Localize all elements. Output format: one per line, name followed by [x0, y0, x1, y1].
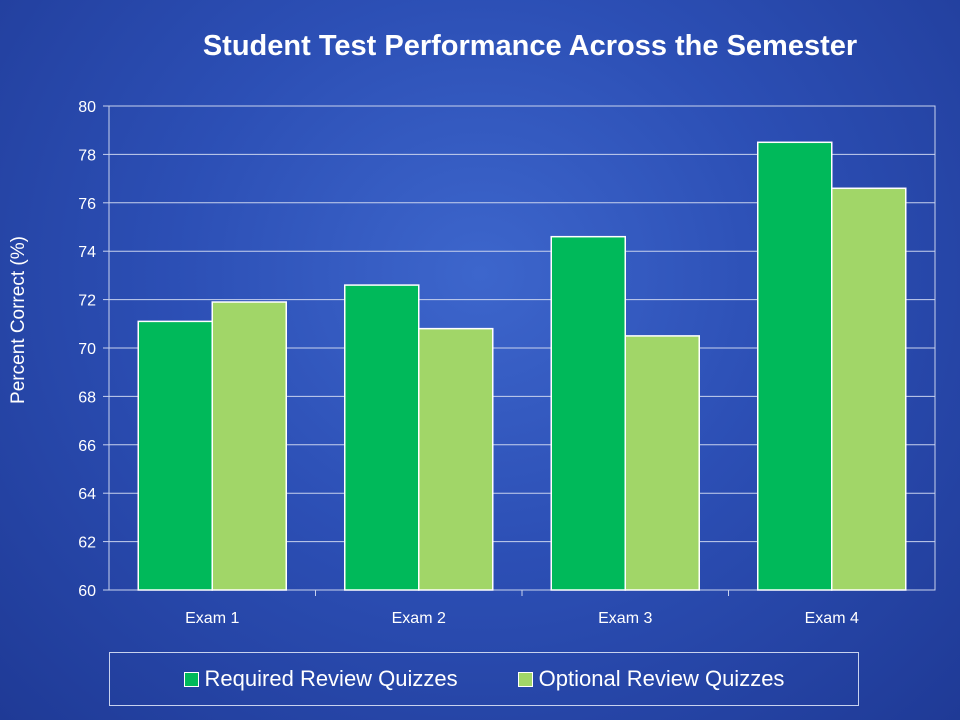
x-tick-label: Exam 4	[805, 610, 859, 627]
y-tick-label: 66	[78, 438, 96, 455]
y-tick-label: 76	[78, 196, 96, 213]
legend-swatch-optional	[517, 671, 533, 687]
chart-title: Student Test Performance Across the Seme…	[202, 30, 858, 62]
bar-required-1	[137, 320, 213, 591]
legend-item-required: Required Review Quizzes	[183, 666, 458, 692]
y-tick-label: 68	[78, 389, 96, 406]
x-tick-label: Exam 3	[598, 610, 652, 627]
y-tick-label: 80	[78, 99, 96, 116]
axes: 60 62 64 66 68 70 72 74 76 78 80 Exam 1 Exam 2 Exam 3…	[78, 99, 859, 627]
legend-label-required: Required Review Quizzes	[204, 666, 458, 691]
bar-required-2	[344, 284, 420, 591]
legend: Required Review Quizzes Optional Review …	[109, 652, 859, 706]
bar-optional-4	[831, 187, 907, 591]
bars	[137, 141, 907, 591]
bar-optional-3	[624, 335, 700, 591]
bar-required-4	[757, 141, 833, 591]
y-tick-label: 60	[78, 583, 96, 600]
legend-swatch-required	[183, 671, 199, 687]
legend-label-optional: Optional Review Quizzes	[538, 666, 785, 691]
y-tick-label: 78	[78, 147, 96, 164]
y-tick-label: 64	[78, 486, 96, 503]
y-tick-label: 70	[78, 341, 96, 358]
y-tick-label: 74	[78, 244, 96, 261]
y-tick-label: 62	[78, 535, 96, 552]
x-tick-label: Exam 2	[392, 610, 446, 627]
y-axis-label: Percent Correct (%)	[8, 236, 29, 404]
legend-item-optional: Optional Review Quizzes	[517, 666, 785, 692]
bar-optional-2	[418, 327, 494, 591]
bar-required-3	[550, 235, 626, 591]
y-tick-label: 72	[78, 293, 96, 310]
x-tick-label: Exam 1	[185, 610, 239, 627]
bar-optional-1	[211, 301, 287, 591]
